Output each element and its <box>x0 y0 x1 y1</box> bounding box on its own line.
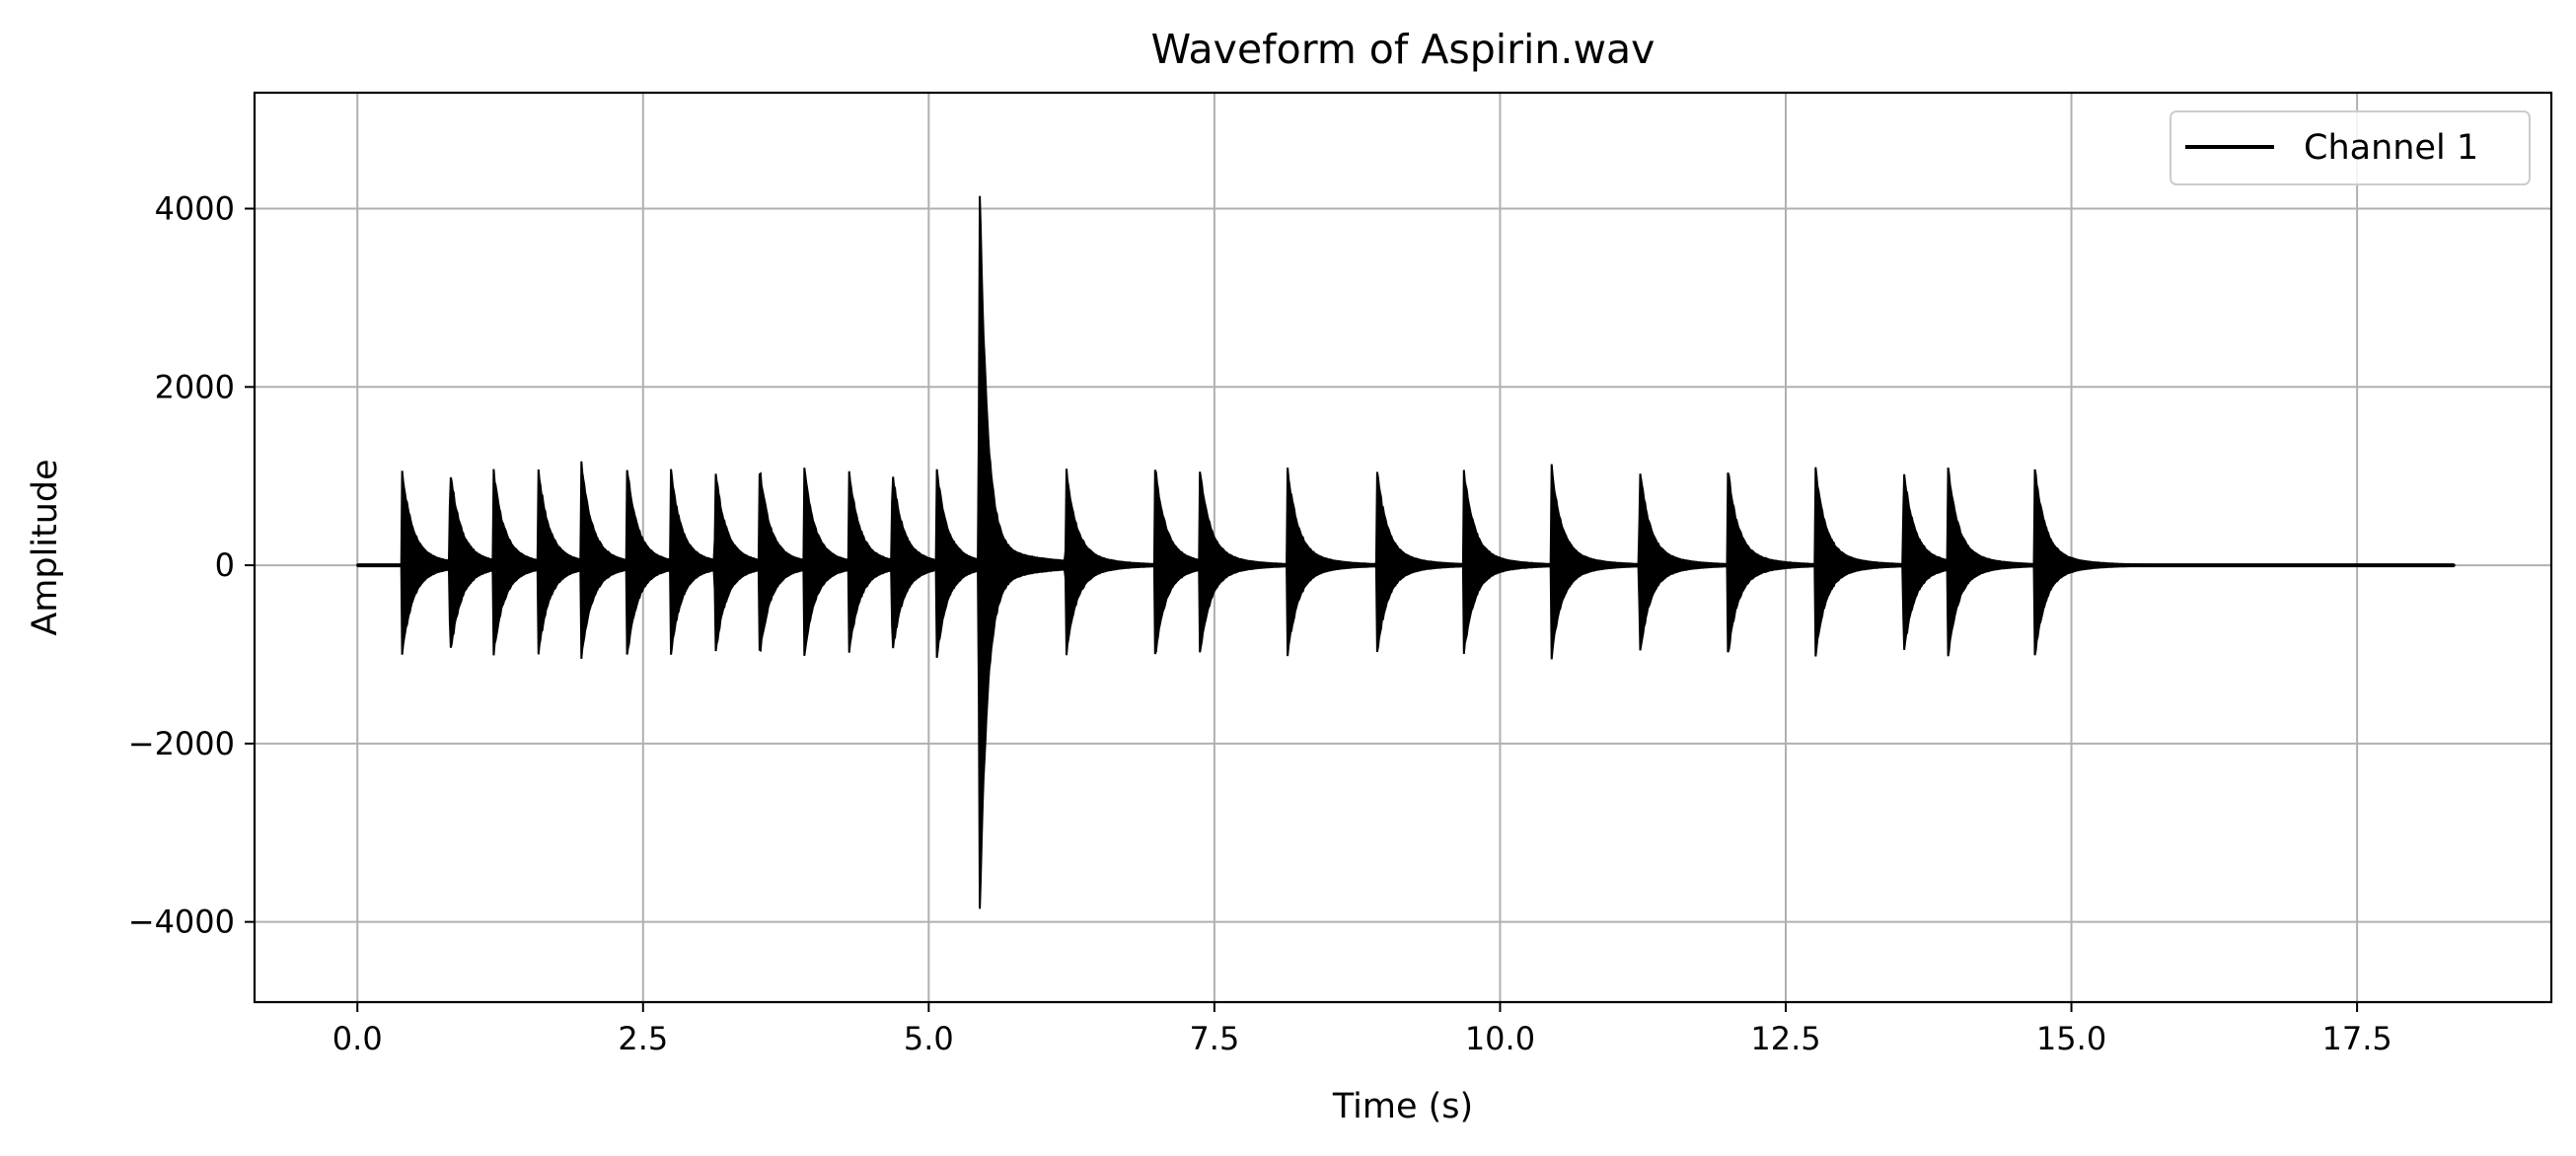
plot-area <box>356 195 2456 909</box>
axes-frame <box>253 91 2553 1004</box>
y-tick-label: 0 <box>215 546 235 584</box>
y-tick-label: 2000 <box>155 368 235 405</box>
x-tick-label: 7.5 <box>1189 1020 1239 1057</box>
legend-box <box>2170 110 2531 185</box>
x-tick-label: 5.0 <box>904 1020 954 1057</box>
y-axis-ticks: −4000 −2000 0 2000 4000 <box>128 190 255 941</box>
legend-label-channel-1: Channel 1 <box>2304 128 2478 168</box>
y-axis-label: Amplitude <box>26 459 65 635</box>
x-tick-label: 15.0 <box>2036 1020 2106 1057</box>
x-axis-label: Time (s) <box>1332 1087 1473 1126</box>
x-tick-label: 2.5 <box>618 1020 668 1057</box>
y-tick-label: −4000 <box>128 903 235 941</box>
channel-1-waveform <box>356 195 2456 909</box>
x-tick-label: 17.5 <box>2321 1020 2392 1057</box>
y-tick-label: 4000 <box>155 190 235 228</box>
x-tick-label: 12.5 <box>1750 1020 1820 1057</box>
x-tick-label: 10.0 <box>1465 1020 1535 1057</box>
chart-title: Waveform of Aspirin.wav <box>1151 26 1656 73</box>
legend: Channel 1 <box>2170 110 2531 185</box>
x-axis-ticks: 0.0 2.5 5.0 7.5 10.0 12.5 15.0 17.5 <box>332 1002 2392 1057</box>
x-tick-label: 0.0 <box>332 1020 383 1057</box>
y-tick-label: −2000 <box>128 725 235 762</box>
